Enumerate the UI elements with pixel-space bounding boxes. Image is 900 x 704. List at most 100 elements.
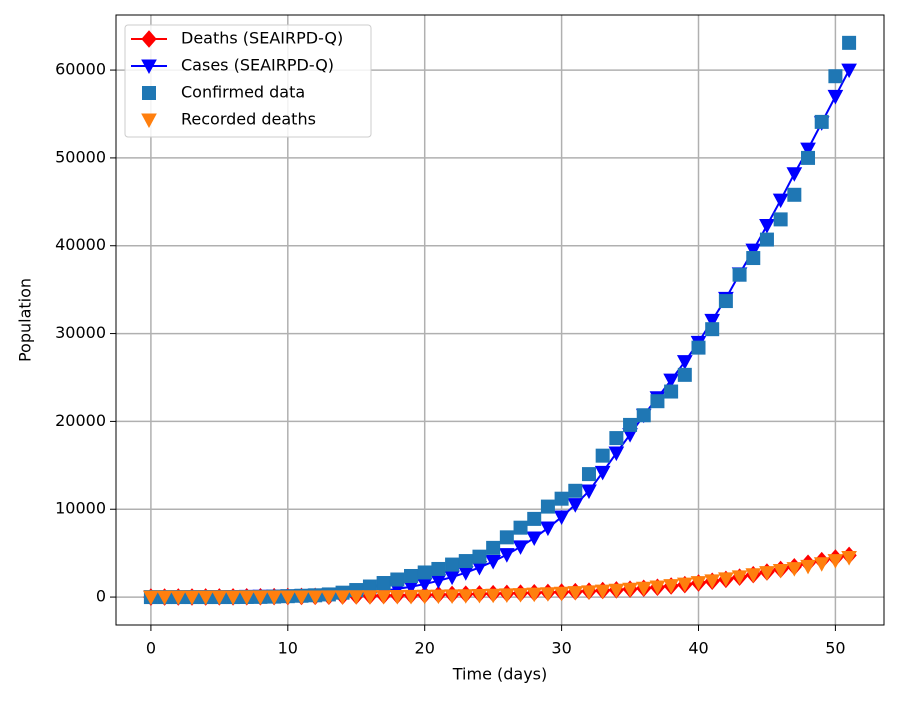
- x-tick-label: 0: [146, 639, 156, 658]
- data-point: [526, 531, 543, 547]
- data-point: [389, 590, 406, 605]
- data-point: [649, 580, 666, 596]
- x-axis-label: Time (days): [452, 665, 548, 684]
- data-point: [526, 587, 543, 603]
- data-point: [238, 590, 255, 606]
- y-tick-label: 10000: [55, 499, 106, 518]
- data-point: [595, 448, 610, 463]
- legend-marker: [141, 30, 157, 48]
- data-point: [403, 589, 419, 605]
- data-point: [252, 590, 269, 606]
- data-point: [622, 582, 638, 598]
- data-point: [554, 491, 569, 506]
- data-point: [197, 590, 214, 606]
- data-point: [594, 584, 611, 600]
- data-point: [458, 554, 473, 569]
- data-point: [553, 586, 570, 602]
- data-point: [594, 465, 611, 481]
- legend-label: Deaths (SEAIRPD-Q): [181, 29, 343, 48]
- data-point: [786, 562, 803, 577]
- y-axis-label: Population: [16, 278, 35, 362]
- y-tick-label: 60000: [55, 60, 106, 79]
- data-point: [676, 577, 693, 593]
- data-point: [445, 557, 460, 572]
- data-point: [841, 63, 857, 79]
- y-tick-label: 40000: [55, 235, 106, 254]
- data-point: [540, 521, 556, 537]
- data-point: [704, 313, 721, 329]
- data-point: [553, 510, 570, 526]
- data-point: [663, 579, 679, 594]
- data-point: [485, 588, 501, 604]
- x-tick-label: 30: [551, 639, 571, 658]
- data-point: [690, 576, 707, 591]
- data-point: [772, 563, 789, 579]
- data-point: [513, 520, 528, 535]
- data-point: [800, 142, 816, 158]
- data-point: [786, 167, 803, 182]
- data-point: [376, 576, 391, 591]
- data-point: [334, 590, 351, 605]
- data-point: [486, 540, 501, 555]
- data-point: [608, 583, 625, 599]
- legend: Deaths (SEAIRPD-Q) Cases (SEAIRPD-Q) Confi…: [124, 24, 372, 138]
- data-point: [704, 574, 721, 589]
- data-point: [581, 585, 597, 600]
- legend-label: Cases (SEAIRPD-Q): [181, 56, 334, 75]
- data-point: [842, 35, 857, 50]
- data-point: [457, 566, 474, 581]
- legend-marker: [142, 86, 156, 100]
- x-tick-label: 50: [825, 639, 845, 658]
- legend-marker: [141, 59, 157, 75]
- data-point: [499, 588, 515, 603]
- data-point: [540, 587, 556, 602]
- data-point: [608, 446, 625, 462]
- data-point: [635, 581, 652, 597]
- data-point: [390, 572, 405, 587]
- data-point: [417, 565, 432, 580]
- data-point: [512, 540, 529, 555]
- data-point: [307, 590, 324, 606]
- plot-frame: [115, 14, 885, 626]
- data-point: [143, 590, 159, 606]
- data-point: [772, 193, 789, 209]
- data-point: [581, 484, 597, 500]
- y-tick-label: 0: [96, 587, 106, 606]
- data-point: [485, 554, 501, 570]
- data-point: [568, 483, 583, 498]
- data-point: [444, 589, 460, 604]
- data-point: [266, 590, 282, 606]
- legend-label: Confirmed data: [181, 83, 305, 102]
- data-point: [801, 150, 816, 165]
- data-point: [279, 590, 296, 606]
- data-point: [828, 69, 843, 84]
- data-point: [745, 243, 762, 259]
- data-point: [691, 340, 706, 355]
- data-point: [471, 588, 488, 604]
- data-point: [677, 367, 692, 382]
- data-point: [813, 557, 830, 572]
- data-point: [170, 590, 187, 606]
- data-point: [623, 417, 638, 432]
- data-point: [567, 498, 584, 513]
- y-tick-label: 30000: [55, 323, 106, 342]
- data-point: [512, 588, 529, 603]
- data-point: [225, 590, 241, 606]
- data-point: [211, 590, 228, 606]
- data-point: [663, 373, 679, 389]
- data-point: [759, 232, 774, 247]
- data-point: [457, 589, 474, 604]
- data-point: [746, 251, 761, 266]
- data-point: [759, 566, 775, 581]
- data-point: [527, 511, 542, 526]
- data-point: [745, 568, 762, 583]
- data-point: [732, 267, 747, 282]
- data-point: [609, 431, 624, 446]
- data-point: [293, 590, 310, 606]
- data-point: [567, 586, 584, 601]
- data-point: [759, 219, 775, 234]
- data-point: [404, 568, 419, 583]
- data-point: [827, 554, 844, 569]
- x-tick-label: 10: [278, 639, 298, 658]
